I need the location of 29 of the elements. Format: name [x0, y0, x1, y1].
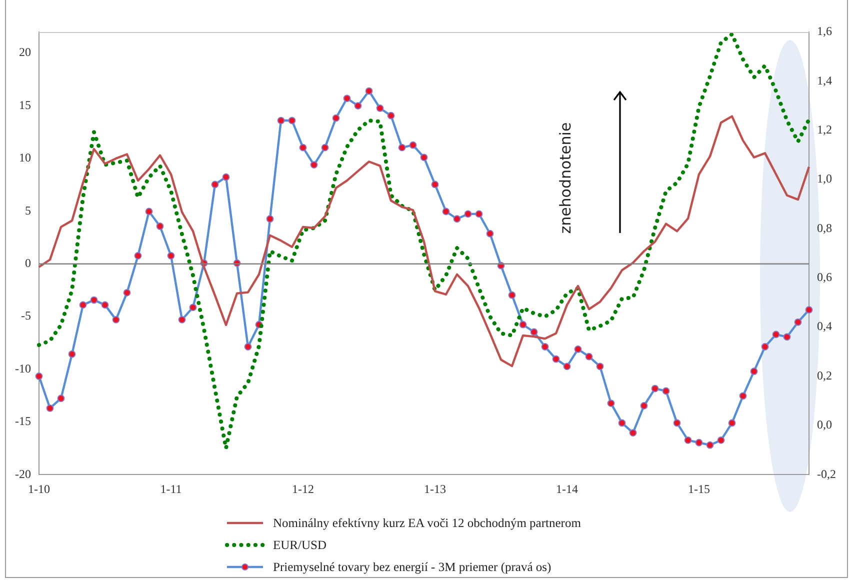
- legend-label: EUR/USD: [273, 538, 326, 552]
- y2-tick-label: 0,0: [817, 418, 832, 432]
- y2-tick-label: 1,2: [817, 122, 832, 137]
- legend-label: Nominálny efektívny kurz EA voči 12 obchodným partnerom: [273, 516, 581, 530]
- y2-tick-label: 1,0: [817, 172, 832, 186]
- annotation: znehodnotenie: [556, 122, 574, 234]
- x-tick-label: 1-15: [688, 482, 710, 496]
- y-tick-label: 5: [24, 203, 31, 218]
- y-tick-label: -10: [14, 361, 31, 376]
- y-tick-label: 20: [18, 45, 31, 60]
- y-tick-label: 10: [18, 150, 31, 165]
- y-tick-label: -15: [14, 414, 31, 428]
- y-tick-label: -20: [14, 466, 31, 481]
- y-tick-label: 0: [24, 256, 31, 270]
- legend-label: Priemyselné tovary bez energií - 3M priemer (pravá os): [273, 560, 552, 574]
- y2-tick-label: 0,6: [817, 270, 832, 284]
- x-tick-label: 1-11: [160, 482, 182, 496]
- y-tick-label: 15: [18, 98, 31, 112]
- x-tick-label: 1-14: [556, 482, 578, 496]
- y2-tick-label: -0,2: [817, 466, 836, 481]
- y2-tick-label: 1,6: [817, 24, 832, 38]
- x-tick-label: 1-12: [292, 482, 314, 496]
- y2-tick-label: 0,8: [817, 220, 832, 235]
- y-tick-label: -5: [20, 308, 31, 323]
- y2-tick-label: 0,4: [817, 319, 832, 334]
- x-tick-label: 1-10: [28, 482, 50, 496]
- x-tick-label: 1-13: [424, 482, 446, 496]
- y2-tick-label: 0,2: [817, 368, 832, 382]
- y2-tick-label: 1,4: [817, 73, 832, 88]
